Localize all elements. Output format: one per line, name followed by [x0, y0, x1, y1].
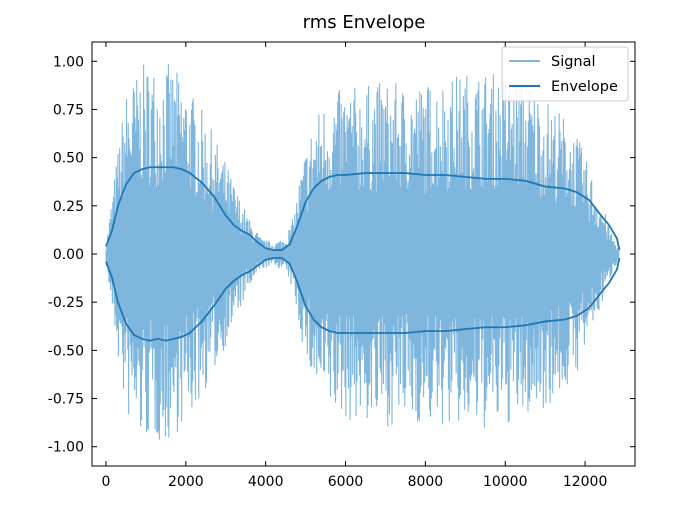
- x-tick-label: 10000: [483, 474, 528, 490]
- legend: Signal Envelope: [501, 46, 629, 102]
- x-tick-label: 12000: [563, 474, 608, 490]
- y-tick-label: -0.75: [48, 392, 84, 408]
- plot-area: [105, 64, 621, 440]
- y-tick-label: 0.00: [53, 247, 84, 263]
- x-tick-label: 0: [102, 474, 111, 490]
- x-axis: 0 2000 4000 6000 8000 10000 12000: [102, 42, 608, 490]
- y-tick-label: -1.00: [48, 440, 84, 456]
- x-tick-label: 6000: [328, 474, 364, 490]
- y-tick-label: 1.00: [53, 54, 84, 70]
- y-tick-label: 0.75: [53, 102, 84, 118]
- y-tick-label: -0.50: [48, 343, 84, 359]
- envelope-lower-line: [105, 256, 621, 342]
- x-tick-label: 4000: [248, 474, 284, 490]
- envelope-upper-line: [105, 166, 621, 252]
- signal-series-line: [105, 64, 620, 440]
- y-tick-label: 0.50: [53, 151, 84, 167]
- y-tick-label: -0.25: [48, 295, 84, 311]
- legend-label-signal: Signal: [551, 54, 596, 70]
- x-tick-label: 2000: [168, 474, 204, 490]
- y-tick-label: 0.25: [53, 199, 84, 215]
- x-tick-label: 8000: [408, 474, 444, 490]
- y-axis: 1.00 0.75 0.50 0.25 0.00 -0.25 -0.50 -0.75 -1.00: [48, 54, 635, 456]
- legend-label-envelope: Envelope: [551, 79, 618, 95]
- plot-frame: [91, 41, 636, 467]
- chart-title: rms Envelope: [303, 12, 426, 33]
